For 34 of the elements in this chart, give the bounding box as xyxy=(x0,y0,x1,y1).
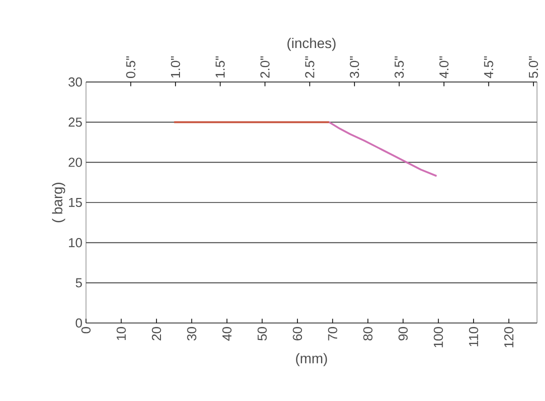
y-tick-label: 20 xyxy=(68,158,82,167)
x-tick-label: 0 xyxy=(81,327,91,334)
line-series xyxy=(328,121,438,177)
x-tick-label: 100 xyxy=(434,327,443,348)
x2-tick-label: 4.5" xyxy=(484,56,494,78)
x-tick-label: 90 xyxy=(398,327,408,340)
x-tick-label: 120 xyxy=(504,327,514,348)
x2-tick-label: 3.0" xyxy=(350,56,360,78)
y-tick-label: 15 xyxy=(68,198,82,208)
x2-tick-label: 0.5" xyxy=(126,56,136,78)
y-tick-label: 0 xyxy=(76,318,82,328)
x2-tick-label: 1.0" xyxy=(170,56,180,78)
x2-axis-title: (inches) xyxy=(287,38,336,51)
x-tick-label: 20 xyxy=(152,327,162,340)
x-tick-label: 40 xyxy=(222,327,232,341)
y-tick-label: 25 xyxy=(68,118,82,127)
x-tick-label: 110 xyxy=(468,327,478,346)
x-tick-label: 80 xyxy=(363,327,372,340)
y-axis-title: ( barg) xyxy=(52,182,66,222)
x-tick-label: 30 xyxy=(187,327,196,340)
x2-tick-label: 5.0" xyxy=(528,56,538,78)
x2-tick-label: 4.0" xyxy=(439,56,449,78)
x2-tick-label: 1.5" xyxy=(216,56,225,78)
x-tick-label: 60 xyxy=(292,327,302,340)
x-tick-label: 50 xyxy=(258,327,267,340)
y-tick-label: 5 xyxy=(76,278,82,288)
x-axis-title: (mm) xyxy=(296,353,327,366)
x2-tick-label: 3.5" xyxy=(394,56,404,78)
y-tick-label: 10 xyxy=(68,238,82,248)
x2-tick-label: 2.5" xyxy=(305,56,314,78)
x-tick-label: 70 xyxy=(328,327,338,340)
y-tick-label: 30 xyxy=(68,77,82,87)
x2-tick-label: 2.0" xyxy=(260,56,270,78)
x-tick-label: 10 xyxy=(116,327,126,340)
